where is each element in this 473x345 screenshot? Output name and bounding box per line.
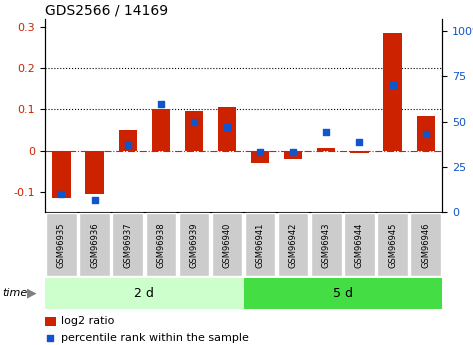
Point [389, 83, 396, 88]
Text: GSM96940: GSM96940 [222, 222, 232, 268]
Point [323, 130, 330, 135]
Text: GSM96946: GSM96946 [421, 222, 430, 268]
FancyBboxPatch shape [377, 214, 408, 276]
Point [91, 198, 98, 203]
Bar [244, 278, 442, 309]
Point [356, 139, 363, 144]
Bar [350, 150, 368, 152]
Text: percentile rank within the sample: percentile rank within the sample [61, 333, 249, 343]
Text: GDS2566 / 14169: GDS2566 / 14169 [45, 4, 168, 18]
FancyBboxPatch shape [79, 214, 110, 276]
Point [157, 101, 165, 106]
Point [47, 335, 54, 341]
FancyBboxPatch shape [46, 214, 77, 276]
Point [58, 191, 65, 197]
Text: ▶: ▶ [27, 287, 37, 300]
Text: GSM96943: GSM96943 [322, 222, 331, 268]
Bar [185, 111, 203, 150]
Text: GSM96945: GSM96945 [388, 222, 397, 268]
Text: GSM96938: GSM96938 [156, 222, 166, 268]
FancyBboxPatch shape [278, 214, 308, 276]
Text: log2 ratio: log2 ratio [61, 316, 114, 326]
FancyBboxPatch shape [311, 214, 342, 276]
Bar [86, 150, 104, 194]
Text: GSM96939: GSM96939 [189, 222, 199, 268]
Text: GSM96936: GSM96936 [90, 222, 99, 268]
Text: 2 d: 2 d [134, 287, 154, 300]
Text: GSM96942: GSM96942 [289, 222, 298, 268]
Point [223, 124, 231, 130]
Bar [152, 109, 170, 150]
FancyBboxPatch shape [411, 214, 441, 276]
Bar [45, 278, 244, 309]
FancyBboxPatch shape [245, 214, 275, 276]
Point [190, 119, 198, 125]
Text: time: time [2, 288, 27, 298]
Bar [119, 130, 137, 150]
Point [256, 150, 264, 155]
Bar [384, 33, 402, 150]
Bar [45, 317, 56, 326]
Point [422, 131, 429, 137]
Text: GSM96935: GSM96935 [57, 222, 66, 268]
FancyBboxPatch shape [344, 214, 375, 276]
Bar [417, 116, 435, 150]
FancyBboxPatch shape [113, 214, 143, 276]
Text: GSM96941: GSM96941 [255, 222, 265, 268]
Point [289, 150, 297, 155]
Bar [251, 150, 269, 163]
Text: GSM96937: GSM96937 [123, 222, 132, 268]
FancyBboxPatch shape [146, 214, 176, 276]
FancyBboxPatch shape [212, 214, 242, 276]
Point [124, 142, 131, 148]
FancyBboxPatch shape [179, 214, 209, 276]
Bar [218, 107, 236, 150]
Text: 5 d: 5 d [333, 287, 353, 300]
Bar [53, 150, 70, 198]
Text: GSM96944: GSM96944 [355, 222, 364, 268]
Bar [284, 150, 302, 159]
Bar [317, 148, 335, 150]
